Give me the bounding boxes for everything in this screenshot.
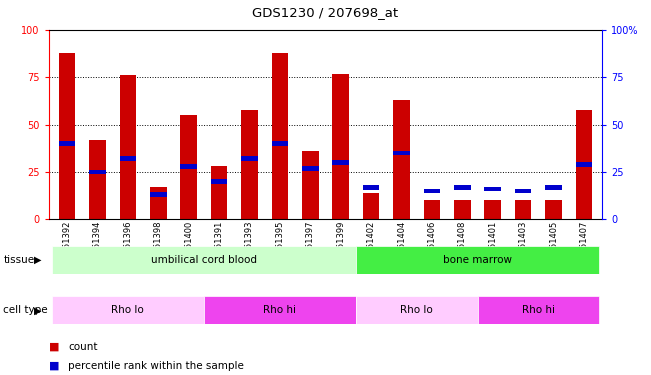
Bar	[211, 179, 227, 184]
Bar	[241, 156, 258, 161]
Bar	[363, 193, 380, 219]
Bar	[515, 200, 531, 219]
Bar	[454, 185, 471, 189]
Text: ■: ■	[49, 342, 59, 352]
Bar	[356, 296, 478, 324]
Bar	[454, 200, 471, 219]
Bar	[424, 200, 440, 219]
Text: ■: ■	[49, 361, 59, 370]
Text: bone marrow: bone marrow	[443, 255, 512, 265]
Bar	[333, 160, 349, 165]
Text: GDS1230 / 207698_at: GDS1230 / 207698_at	[253, 6, 398, 19]
Bar	[271, 141, 288, 146]
Bar	[271, 53, 288, 219]
Text: Rho lo: Rho lo	[111, 305, 145, 315]
Bar	[545, 200, 562, 219]
Text: cell type: cell type	[3, 305, 48, 315]
Bar	[515, 189, 531, 194]
Bar	[89, 170, 106, 174]
Text: umbilical cord blood: umbilical cord blood	[151, 255, 257, 265]
Text: ▶: ▶	[34, 305, 42, 315]
Bar	[575, 110, 592, 219]
Text: percentile rank within the sample: percentile rank within the sample	[68, 361, 244, 370]
Bar	[241, 110, 258, 219]
Bar	[180, 164, 197, 169]
Bar	[545, 185, 562, 189]
Bar	[180, 115, 197, 219]
Bar	[484, 187, 501, 192]
Bar	[484, 200, 501, 219]
Bar	[211, 166, 227, 219]
Bar	[52, 246, 356, 274]
Text: count: count	[68, 342, 98, 352]
Text: Rho hi: Rho hi	[522, 305, 555, 315]
Bar	[120, 156, 136, 161]
Bar	[363, 185, 380, 189]
Text: Rho hi: Rho hi	[264, 305, 296, 315]
Bar	[302, 151, 318, 219]
Bar	[302, 166, 318, 171]
Bar	[59, 53, 76, 219]
Bar	[478, 296, 599, 324]
Bar	[393, 100, 410, 219]
Bar	[356, 246, 599, 274]
Text: ▶: ▶	[34, 255, 42, 265]
Bar	[424, 189, 440, 194]
Text: Rho lo: Rho lo	[400, 305, 433, 315]
Bar	[204, 296, 356, 324]
Bar	[120, 75, 136, 219]
Bar	[575, 162, 592, 167]
Bar	[89, 140, 106, 219]
Bar	[150, 187, 167, 219]
Bar	[150, 192, 167, 197]
Bar	[59, 141, 76, 146]
Bar	[393, 151, 410, 156]
Text: tissue: tissue	[3, 255, 35, 265]
Bar	[333, 74, 349, 219]
Bar	[52, 296, 204, 324]
